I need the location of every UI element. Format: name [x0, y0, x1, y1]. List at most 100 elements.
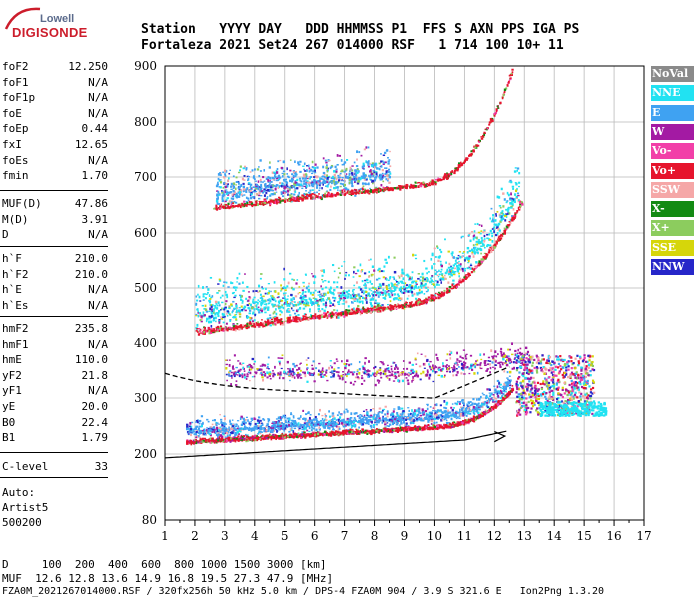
echo-point: [403, 373, 407, 376]
echo-point: [324, 159, 327, 162]
echo-point: [506, 226, 509, 229]
echo-point: [377, 369, 380, 372]
echo-point: [356, 376, 359, 379]
echo-point: [379, 187, 382, 190]
echo-point: [450, 351, 453, 355]
echo-point: [255, 372, 258, 375]
echo-point: [333, 299, 336, 302]
echo-point: [286, 167, 288, 171]
echo-point: [327, 176, 330, 179]
y-tick-label: 900: [134, 59, 157, 73]
echo-point: [379, 173, 382, 176]
echo-point: [261, 310, 263, 314]
echo-point: [499, 365, 502, 369]
echo-point: [469, 264, 473, 267]
echo-point: [396, 297, 398, 300]
echo-point: [225, 193, 229, 195]
echo-point: [282, 306, 285, 310]
echo-point: [268, 298, 271, 300]
echo-point: [498, 238, 501, 241]
echo-point: [404, 303, 407, 305]
echo-point: [391, 187, 394, 191]
echo-point: [293, 365, 296, 368]
echo-point: [415, 283, 418, 285]
echo-point: [373, 163, 376, 167]
echo-point: [495, 355, 498, 358]
echo-point: [505, 201, 508, 204]
echo-point: [307, 164, 310, 168]
echo-point: [382, 154, 386, 157]
echo-point: [249, 186, 252, 189]
x-tick-label: 9: [401, 529, 409, 543]
x-tick-label: 4: [251, 529, 259, 543]
echo-point: [420, 290, 423, 294]
echo-point: [284, 299, 287, 302]
echo-point: [411, 184, 413, 187]
echo-point: [491, 117, 494, 121]
echo-point: [386, 375, 389, 377]
echo-point: [322, 269, 325, 272]
echo-point: [448, 367, 450, 370]
echo-point: [298, 373, 302, 376]
echo-point: [339, 176, 342, 178]
echo-point: [270, 180, 273, 183]
echo-point: [479, 248, 483, 252]
echo-point: [491, 361, 494, 364]
echo-point: [261, 287, 265, 290]
echo-point: [369, 308, 371, 311]
echo-point: [301, 194, 304, 197]
echo-point: [425, 301, 428, 304]
echo-point: [390, 365, 393, 368]
echo-point: [225, 191, 228, 194]
echo-point: [322, 178, 325, 180]
echo-point: [400, 274, 403, 278]
echo-point: [362, 164, 365, 168]
echo-point: [456, 351, 458, 355]
echo-point: [297, 292, 300, 295]
echo-point: [369, 410, 372, 412]
echo-point: [400, 371, 403, 374]
echo-point: [373, 269, 376, 272]
echo-point: [477, 262, 480, 264]
echo-point: [358, 367, 361, 371]
echo-point: [385, 261, 388, 264]
echo-point: [347, 295, 350, 298]
echo-point: [473, 248, 476, 251]
echo-point: [374, 383, 377, 387]
echo-point: [499, 363, 501, 367]
echo-point: [456, 269, 460, 271]
echo-point: [382, 186, 385, 190]
echo-point: [279, 181, 282, 185]
echo-point: [488, 363, 491, 366]
echo-point: [345, 173, 348, 175]
echo-point: [499, 361, 501, 364]
echo-point: [267, 181, 270, 183]
echo-point: [242, 326, 244, 328]
echo-point: [388, 174, 390, 177]
echo-point: [237, 309, 240, 313]
echo-point: [292, 170, 296, 173]
echo-point: [239, 362, 242, 365]
echo-point: [229, 206, 232, 209]
echo-point: [304, 182, 308, 186]
echo-point: [480, 260, 483, 264]
echo-point: [504, 354, 506, 357]
echo-point: [379, 175, 382, 178]
echo-point: [286, 185, 289, 187]
echo-point: [382, 174, 385, 177]
echo-point: [273, 310, 276, 314]
echo-point: [352, 292, 355, 295]
echo-point: [417, 277, 420, 280]
echo-point: [358, 151, 361, 154]
echo-point: [381, 304, 384, 306]
echo-point: [348, 363, 351, 367]
echo-point: [262, 324, 266, 328]
echo-point: [345, 365, 347, 368]
echo-point: [394, 371, 397, 375]
param-row-hf2: h`F2 210.0: [2, 268, 108, 283]
echo-point: [450, 172, 453, 176]
echo-point: [356, 182, 360, 185]
echo-point: [491, 228, 494, 230]
echo-point: [280, 357, 284, 359]
echo-point: [209, 276, 213, 279]
